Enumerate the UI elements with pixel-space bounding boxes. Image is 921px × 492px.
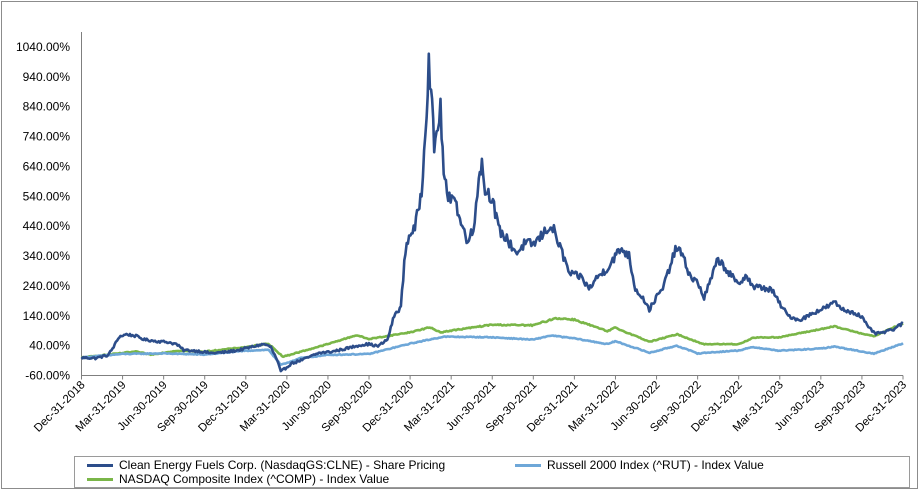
y-tick-label: 440.00% <box>23 219 71 233</box>
legend-label-rut: Russell 2000 Index (^RUT) - Index Value <box>547 458 764 472</box>
y-tick-label: 340.00% <box>23 249 71 263</box>
y-tick-label: 840.00% <box>23 100 71 114</box>
y-tick-label: 740.00% <box>23 130 71 144</box>
legend-swatch-clne <box>87 463 113 467</box>
legend-swatch-rut <box>515 463 541 467</box>
y-tick-label: -60.00% <box>25 369 70 383</box>
legend-label-clne: Clean Energy Fuels Corp. (NasdaqGS:CLNE)… <box>119 458 446 472</box>
legend-item-rut: Russell 2000 Index (^RUT) - Index Value <box>515 458 764 472</box>
y-tick-label: 140.00% <box>23 309 71 323</box>
legend-item-comp: NASDAQ Composite Index (^COMP) - Index V… <box>87 472 389 486</box>
legend-label-comp: NASDAQ Composite Index (^COMP) - Index V… <box>119 472 390 486</box>
y-tick-labels: 1040.00% 940.00% 840.00% 740.00% 640.00% 540.… <box>16 40 70 383</box>
y-tick-label: 540.00% <box>23 189 71 203</box>
y-tick-label: 640.00% <box>23 159 71 173</box>
series-line-comp <box>81 316 904 359</box>
x-tick-labels: Dec-31-2018Mar-31-2019Jun-30-2019Sep-30-… <box>32 375 909 435</box>
y-tick-label: 40.00% <box>29 339 70 353</box>
y-tick-label: 940.00% <box>23 70 71 84</box>
series-lines <box>80 52 904 373</box>
series-line-clne <box>80 52 904 373</box>
legend-item-clne: Clean Energy Fuels Corp. (NasdaqGS:CLNE)… <box>87 458 445 472</box>
legend: Clean Energy Fuels Corp. (NasdaqGS:CLNE)… <box>74 456 910 488</box>
y-tick-label: 1040.00% <box>16 40 70 54</box>
legend-swatch-comp <box>87 477 113 481</box>
y-tick-label: 240.00% <box>23 279 71 293</box>
